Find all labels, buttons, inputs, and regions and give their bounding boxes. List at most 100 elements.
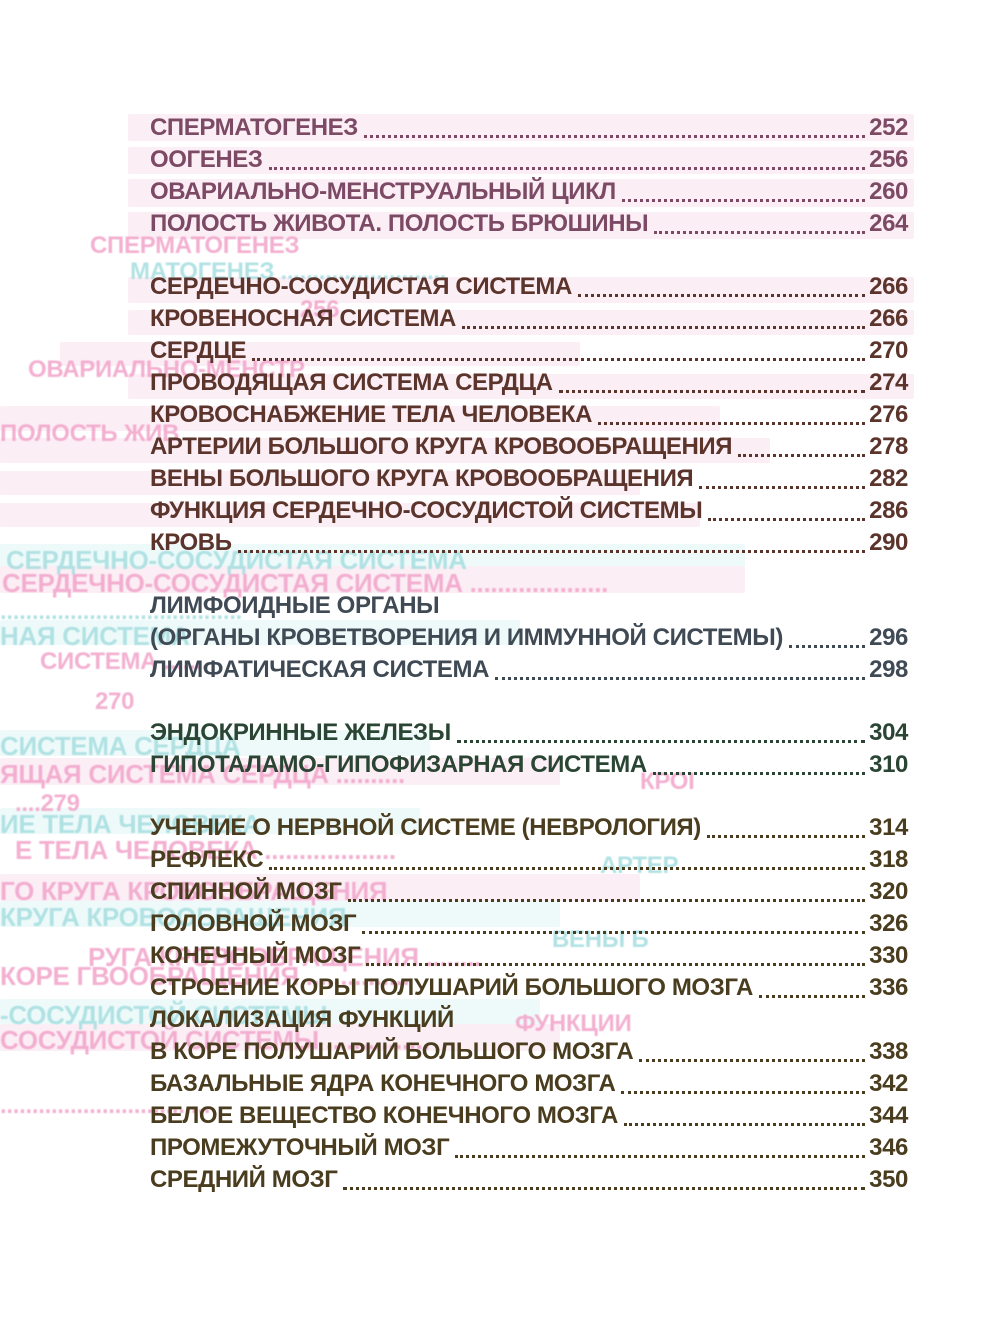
dot-leader [706,835,866,838]
dot-leader [654,231,866,234]
toc-entry-row: КОНЕЧНЫЙ МОЗГ 330 [150,940,908,972]
toc-entry-row: КРОВОСНАБЖЕНИЕ ТЕЛА ЧЕЛОВЕКА 276 [150,399,908,431]
dot-leader [456,740,866,743]
dot-leader [758,995,866,998]
dot-leader [237,550,866,553]
entry-page-number: 274 [869,369,908,396]
toc-entry-row: БЕЛОЕ ВЕЩЕСТВО КОНЕЧНОГО МОЗГА 344 [150,1100,908,1132]
entry-title: ВЕНЫ БОЛЬШОГО КРУГА КРОВООБРАЩЕНИЯ [150,465,694,492]
entry-title: БАЗАЛЬНЫЕ ЯДРА КОНЕЧНОГО МОЗГА [150,1070,616,1097]
entry-title: СРЕДНИЙ МОЗГ [150,1166,338,1193]
entry-page-number: 314 [869,814,908,841]
entry-page-number: 304 [869,719,908,746]
dot-leader [363,135,866,138]
entry-page-number: 338 [869,1038,908,1065]
entry-page-number: 330 [869,942,908,969]
dot-leader [269,867,866,870]
dot-leader [738,454,866,457]
entry-page-number: 252 [869,114,908,141]
entry-page-number: 346 [869,1134,908,1161]
entry-title: БЕЛОЕ ВЕЩЕСТВО КОНЕЧНОГО МОЗГА [150,1102,618,1129]
toc-entry-row: КРОВЕНОСНАЯ СИСТЕМА 266 [150,303,908,335]
dot-leader [598,422,866,425]
entry-title: ЛИМФАТИЧЕСКАЯ СИСТЕМА [150,656,490,683]
toc-entry-row: СРЕДНИЙ МОЗГ 350 [150,1164,908,1196]
toc-entry-row: СТРОЕНИЕ КОРЫ ПОЛУШАРИЙ БОЛЬШОГО МОЗГА 33… [150,972,908,1004]
toc-entry-row: ГИПОТАЛАМО-ГИПОФИЗАРНАЯ СИСТЕМА 310 [150,749,908,781]
entry-page-number: 350 [869,1166,908,1193]
toc-entry-row: ОВАРИАЛЬНО-МЕНСТРУАЛЬНЫЙ ЦИКЛ 260 [150,176,908,208]
entry-page-number: 318 [869,846,908,873]
entry-title: СПЕРМАТОГЕНЕЗ [150,114,358,141]
toc-section-nervous: УЧЕНИЕ О НЕРВНОЙ СИСТЕМЕ (НЕВРОЛОГИЯ) 314… [150,812,908,1196]
dot-leader [639,1059,866,1062]
dot-leader [252,358,866,361]
dot-leader [455,1155,866,1158]
dot-leader [366,963,866,966]
toc-entry-row: УЧЕНИЕ О НЕРВНОЙ СИСТЕМЕ (НЕВРОЛОГИЯ) 314 [150,812,908,844]
entry-title: СЕРДЕЧНО-СОСУДИСТАЯ СИСТЕМА [150,273,572,300]
dot-leader [343,1187,866,1190]
dot-leader [621,199,866,202]
toc-section-endocrine: ЭНДОКРИННЫЕ ЖЕЛЕЗЫ 304 ГИПОТАЛАМО-ГИПОФИЗА… [150,717,908,781]
entry-page-number: 326 [869,910,908,937]
dot-leader [495,677,866,680]
entry-page-number: 344 [869,1102,908,1129]
entry-title: РЕФЛЕКС [150,846,264,873]
toc-entry-row: СПИННОЙ МОЗГ 320 [150,876,908,908]
dot-leader [577,294,866,297]
toc-entry-row: БАЗАЛЬНЫЕ ЯДРА КОНЕЧНОГО МОЗГА 342 [150,1068,908,1100]
dot-leader [347,899,866,902]
entry-page-number: 296 [869,624,908,651]
entry-page-number: 264 [869,210,908,237]
entry-page-number: 286 [869,497,908,524]
entry-title: ОВАРИАЛЬНО-МЕНСТРУАЛЬНЫЙ ЦИКЛ [150,178,616,205]
entry-page-number: 276 [869,401,908,428]
toc-entry-row: ООГЕНЕЗ 256 [150,144,908,176]
toc-entry-row: ГОЛОВНОЙ МОЗГ 326 [150,908,908,940]
toc-entry-row: ВЕНЫ БОЛЬШОГО КРУГА КРОВООБРАЩЕНИЯ 282 [150,463,908,495]
toc-entry-row: ПРОМЕЖУТОЧНЫЙ МОЗГ 346 [150,1132,908,1164]
entry-page-number: 298 [869,656,908,683]
toc-entry-row: АРТЕРИИ БОЛЬШОГО КРУГА КРОВООБРАЩЕНИЯ 278 [150,431,908,463]
dot-leader [268,167,866,170]
dot-leader [461,326,866,329]
toc-entry-row: ФУНКЦИЯ СЕРДЕЧНО-СОСУДИСТОЙ СИСТЕМЫ 286 [150,495,908,527]
entry-title: ООГЕНЕЗ [150,146,263,173]
entry-page-number: 310 [869,751,908,778]
entry-page-number: 266 [869,305,908,332]
entry-title: ЛОКАЛИЗАЦИЯ ФУНКЦИЙ [150,1006,454,1033]
entry-title: АРТЕРИИ БОЛЬШОГО КРУГА КРОВООБРАЩЕНИЯ [150,433,733,460]
entry-title: ПРОВОДЯЩАЯ СИСТЕМА СЕРДЦА [150,369,553,396]
entry-page-number: 256 [869,146,908,173]
ghost-text-line: ....279 [15,790,80,817]
toc-entry-row: СЕРДЦЕ 270 [150,335,908,367]
toc-entry-row: ЛОКАЛИЗАЦИЯ ФУНКЦИЙ [150,1004,908,1036]
toc-entry-row: ПОЛОСТЬ ЖИВОТА. ПОЛОСТЬ БРЮШИНЫ 264 [150,208,908,240]
toc-entry-row: ЛИМФОИДНЫЕ ОРГАНЫ [150,590,908,622]
entry-title: (ОРГАНЫ КРОВЕТВОРЕНИЯ И ИММУННОЙ СИСТЕМЫ… [150,624,783,651]
toc-entry-row: ЭНДОКРИННЫЕ ЖЕЛЕЗЫ 304 [150,717,908,749]
entry-page-number: 282 [869,465,908,492]
entry-page-number: 290 [869,529,908,556]
entry-page-number: 260 [869,178,908,205]
toc-entry-row: ПРОВОДЯЩАЯ СИСТЕМА СЕРДЦА 274 [150,367,908,399]
entry-page-number: 266 [869,273,908,300]
entry-title: КРОВЕНОСНАЯ СИСТЕМА [150,305,456,332]
entry-page-number: 342 [869,1070,908,1097]
entry-title: ФУНКЦИЯ СЕРДЕЧНО-СОСУДИСТОЙ СИСТЕМЫ [150,497,703,524]
entry-page-number: 270 [869,337,908,364]
toc-entry-row: (ОРГАНЫ КРОВЕТВОРЕНИЯ И ИММУННОЙ СИСТЕМЫ… [150,622,908,654]
entry-title: УЧЕНИЕ О НЕРВНОЙ СИСТЕМЕ (НЕВРОЛОГИЯ) [150,814,701,841]
dot-leader [362,931,866,934]
toc-entry-row: В КОРЕ ПОЛУШАРИЙ БОЛЬШОГО МОЗГА 338 [150,1036,908,1068]
entry-page-number: 320 [869,878,908,905]
toc-entry-row: СЕРДЕЧНО-СОСУДИСТАЯ СИСТЕМА 266 [150,271,908,303]
toc-section-cardiovascular: СЕРДЕЧНО-СОСУДИСТАЯ СИСТЕМА 266 КРОВЕНОСНА… [150,271,908,559]
entry-page-number: 278 [869,433,908,460]
dot-leader [699,486,866,489]
dot-leader [708,518,866,521]
entry-title: ГОЛОВНОЙ МОЗГ [150,910,357,937]
entry-title: ПРОМЕЖУТОЧНЫЙ МОЗГ [150,1134,450,1161]
